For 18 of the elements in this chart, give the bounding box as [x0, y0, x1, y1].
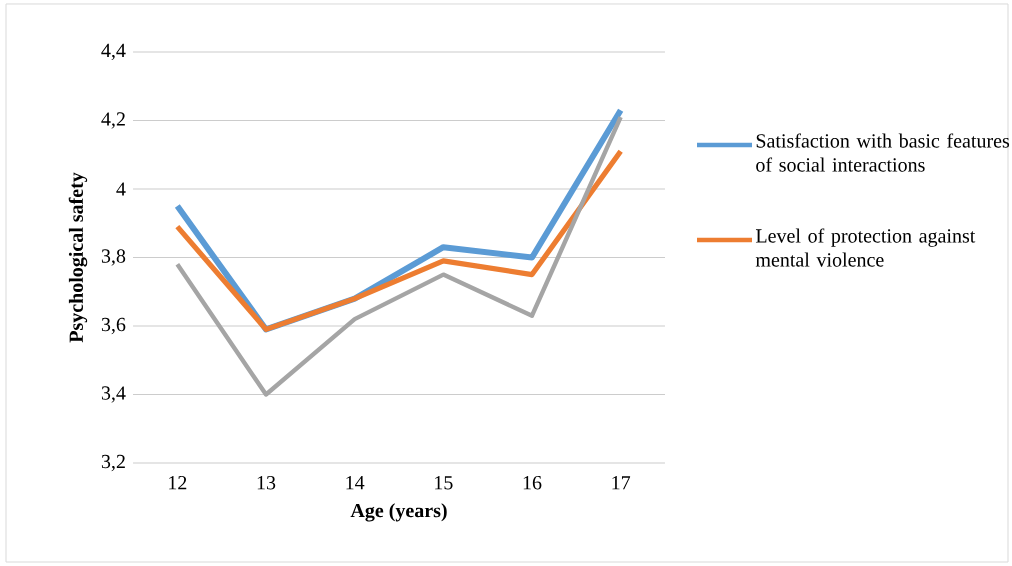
- y-tick-label: 4,4: [101, 43, 126, 61]
- y-tick-label: 3,4: [101, 386, 126, 403]
- y-tick-label: 4,2: [101, 112, 125, 129]
- x-tick-label: 16: [523, 476, 542, 490]
- y-tick-label: 3,6: [101, 317, 126, 335]
- y-axis-title: Psychological safety: [68, 172, 88, 343]
- x-tick-label: 12: [169, 476, 187, 490]
- y-tick-label: 4: [116, 182, 126, 196]
- legend-label: Level of protection against mental violence: [755, 228, 976, 267]
- x-axis-title: Age (years): [350, 503, 447, 522]
- x-tick-label: 17: [612, 476, 631, 490]
- x-tick-label: 15: [435, 476, 453, 490]
- y-tick-label: 3,2: [101, 454, 125, 472]
- x-tick-label: 14: [346, 476, 365, 490]
- legend-label: Satisfaction with basic features of social interactions: [756, 133, 1010, 172]
- y-tick-label: 3,8: [101, 249, 126, 266]
- x-tick-label: 13: [257, 476, 276, 490]
- line-series: [175, 114, 623, 397]
